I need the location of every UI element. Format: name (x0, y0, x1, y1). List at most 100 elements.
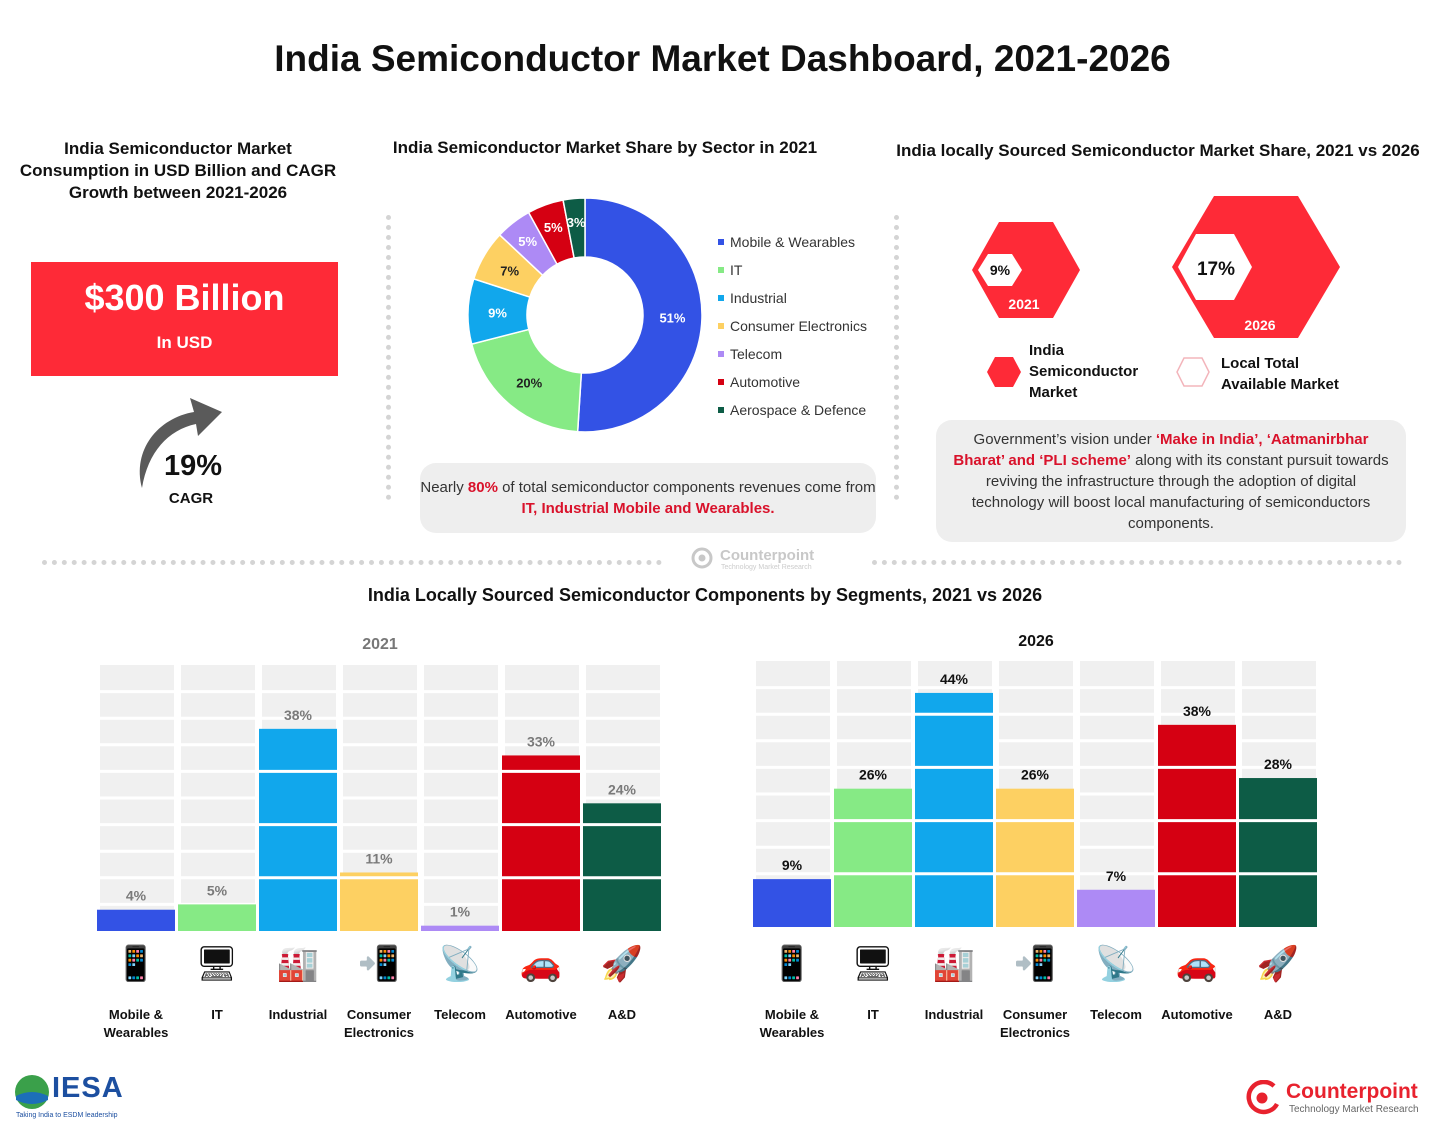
divider-left (386, 215, 391, 500)
category-icon: 📲 (1013, 945, 1057, 983)
bar-value-label: 1% (450, 904, 471, 920)
donut-label: 7% (500, 263, 519, 278)
iesa-globe-icon (15, 1075, 49, 1109)
market-unit: In USD (156, 333, 213, 352)
category-label: Automotive (505, 1007, 577, 1022)
sector-note-middle: of total semiconductor components revenu… (497, 479, 876, 496)
local-share-title: India locally Sourced Semiconductor Mark… (896, 141, 1420, 160)
category-label: Mobile & Wearables (103, 1007, 169, 1040)
legend-label: Industrial (730, 290, 787, 306)
donut-label: 20% (516, 375, 542, 390)
donut-legend-item: Mobile & Wearables (718, 228, 893, 256)
gov-note-highlight: ‘Make in India’, ‘Aatmanirbhar Bharat’ a… (953, 431, 1369, 469)
category-label: Automotive (1161, 1007, 1233, 1022)
cagr-label: CAGR (168, 490, 214, 507)
bar-automotive (502, 755, 580, 931)
sector-note-highlight-sectors: IT, Industrial Mobile and Wearables. (521, 500, 775, 517)
bar-value-label: 44% (940, 671, 969, 687)
category-icon: 🖥 (851, 945, 895, 983)
legend-label: IT (730, 262, 743, 278)
bar-automotive (1158, 724, 1236, 927)
donut-label: 5% (518, 234, 537, 249)
bar-value-label: 11% (365, 850, 393, 866)
donut-legend: Mobile & Wearables IT Industrial Consumer E… (718, 228, 893, 424)
sector-note-prefix: Nearly (420, 479, 468, 496)
category-label: Industrial (924, 1007, 984, 1022)
category-label: Consumer Electronics (343, 1007, 415, 1040)
legend-red-hex-icon (987, 357, 1021, 387)
donut-legend-item: IT (718, 256, 893, 284)
bar-telecom (1077, 889, 1155, 927)
bar-value-label: 38% (1183, 703, 1212, 719)
bar-value-label: 26% (859, 767, 888, 783)
bar-value-label: 26% (1021, 767, 1050, 783)
legend-market-label: India Semiconductor Market (1029, 342, 1139, 401)
sector-note: Nearly 80% of total semiconductor compon… (420, 463, 876, 533)
donut-label: 51% (659, 311, 685, 326)
market-value: $300 Billion (84, 277, 285, 318)
hex-2026-value: 17% (1197, 259, 1235, 280)
segments-title: India Locally Sourced Semiconductor Comp… (367, 585, 1043, 605)
bar-value-label: 4% (126, 888, 147, 904)
sector-note-highlight-pct: 80% (467, 479, 498, 496)
bar-value-label: 38% (284, 707, 313, 723)
bar-telecom (421, 925, 499, 931)
bar-consumer-electronics (996, 788, 1074, 927)
hex-2026-year: 2026 (1244, 317, 1275, 333)
bar-chart-2021: 2021 4% 5% 38% 11% 1% 33% 24% (97, 636, 661, 931)
category-icon: 📡 (438, 945, 482, 983)
categories-2026: 📱 Mobile & Wearables 🖥 IT 🏭 Industrial 📲 Consum… (754, 940, 1314, 1050)
divider-horizontal-left (42, 560, 662, 565)
market-value-box: $300 Billion In USD (31, 262, 338, 376)
bar-mobile-wearables (97, 909, 175, 931)
bar-value-label: 33% (527, 733, 556, 749)
bar-chart-year: 2026 (1018, 633, 1054, 650)
bar-it (178, 904, 256, 931)
legend-label: Aerospace & Defence (730, 402, 867, 418)
donut-slice-mobile-wearables (576, 197, 703, 433)
donut-slice-it (470, 328, 583, 433)
counterpoint-logo-text: Counterpoint (1286, 1080, 1418, 1103)
sector-donut-chart: 51% 20% 9% 7% 5% 5% 3% (467, 197, 703, 433)
category-label: Consumer Electronics (999, 1007, 1071, 1040)
donut-legend-item: Aerospace & Defence (718, 396, 893, 424)
hexagon-2026: 17% 2026 (1172, 196, 1340, 338)
category-label: A&D (1263, 1007, 1293, 1022)
legend-label: Consumer Electronics (730, 318, 867, 334)
category-label: Telecom (434, 1007, 486, 1022)
hex-2021-value: 9% (990, 262, 1011, 278)
donut-label: 3% (567, 215, 586, 230)
watermark-brand: Counterpoint (720, 547, 815, 564)
iesa-tagline: Taking India to ESDM leadership (16, 1112, 118, 1119)
legend-swatch (718, 239, 724, 245)
category-label: A&D (607, 1007, 637, 1022)
category-icon: 📱 (114, 945, 158, 983)
legend-local-label: Local Total Available Market (1221, 355, 1339, 393)
donut-label: 9% (488, 305, 507, 320)
category-label: Mobile & Wearables (759, 1007, 825, 1040)
divider-horizontal-right (872, 560, 1402, 565)
legend-label: Automotive (730, 374, 801, 390)
divider-right (894, 215, 899, 500)
legend-swatch (718, 407, 724, 413)
growth-arrow-icon (139, 398, 222, 488)
donut-legend-item: Automotive (718, 368, 893, 396)
category-icon: 🏭 (276, 945, 320, 983)
categories-2021: 📱 Mobile & Wearables 🖥 IT 🏭 Industrial 📲 Consum… (98, 940, 658, 1050)
donut-label: 5% (544, 220, 563, 235)
category-icon: 🚀 (600, 945, 644, 983)
legend-swatch (718, 323, 724, 329)
bar-chart-2026: 2026 9% 26% 44% 26% 7% 38% 28% (753, 633, 1317, 927)
gov-note-suffix: along with its constant pursuit towards … (971, 452, 1389, 532)
legend-swatch (718, 295, 724, 301)
gov-note-prefix: Government’s vision under (973, 431, 1156, 448)
legend-swatch (718, 267, 724, 273)
hex-2021-year: 2021 (1008, 296, 1039, 312)
bar-value-label: 24% (608, 781, 637, 797)
page-title: India Semiconductor Market Dashboard, 20… (274, 38, 1171, 79)
legend-outline-hex-icon (1176, 357, 1210, 387)
legend-label: Mobile & Wearables (730, 234, 856, 250)
category-icon: 🏭 (932, 945, 976, 983)
counterpoint-logo-sub: Technology Market Research (1289, 1104, 1419, 1115)
donut-slice-aerospace-defence (562, 197, 586, 259)
